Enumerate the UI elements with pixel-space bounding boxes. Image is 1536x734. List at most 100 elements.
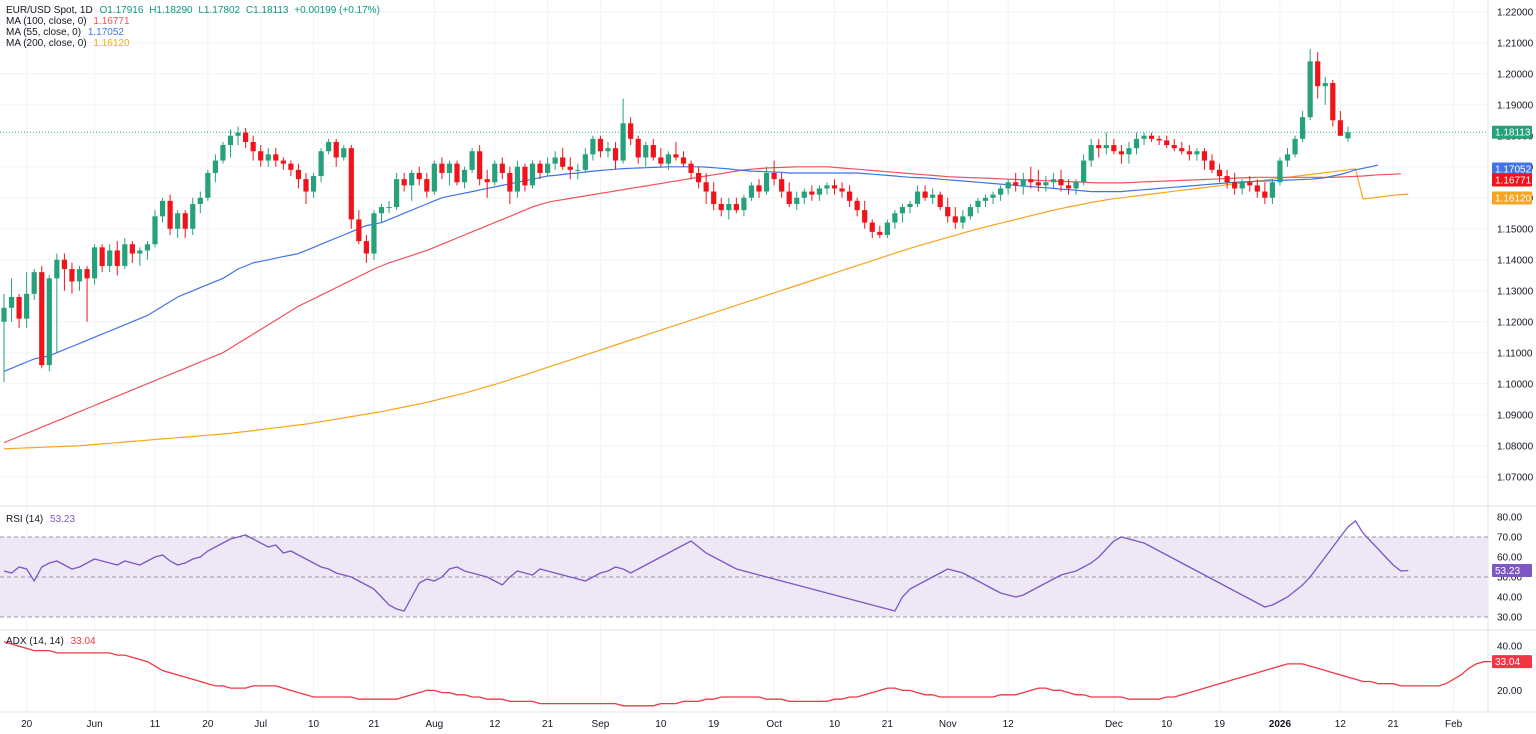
candle-body xyxy=(1247,182,1253,186)
candle xyxy=(182,210,188,239)
candle xyxy=(152,210,158,248)
candle xyxy=(1186,145,1192,161)
candle-body xyxy=(794,197,800,204)
candle xyxy=(250,135,256,161)
candle-body xyxy=(92,247,98,279)
symbol-label[interactable]: EUR/USD Spot, 1D xyxy=(6,5,93,16)
ma100-tag: 1.16771 xyxy=(1495,176,1532,187)
time-axis-label: 20 xyxy=(202,719,214,730)
candle-body xyxy=(748,185,755,198)
ma200-legend[interactable]: MA (200, close, 0) 1.16120 xyxy=(6,38,130,50)
candle-body xyxy=(1050,179,1057,183)
candle xyxy=(1111,138,1117,155)
candle-body xyxy=(235,132,241,136)
candle xyxy=(258,145,264,167)
candle-body xyxy=(922,191,928,198)
time-axis-label: Jul xyxy=(254,719,267,730)
candle-body xyxy=(424,179,430,192)
candle xyxy=(265,148,271,167)
rsi-axis-label: 60.00 xyxy=(1497,553,1522,564)
candle xyxy=(665,151,671,170)
candle xyxy=(1088,138,1094,167)
candle-body xyxy=(137,250,143,254)
candle xyxy=(605,141,611,158)
time-axis-label: 21 xyxy=(882,719,894,730)
candle xyxy=(84,265,90,322)
candle-body xyxy=(884,222,890,235)
candle xyxy=(295,163,302,189)
time-axis-label: Jun xyxy=(87,719,103,730)
candle-body xyxy=(197,197,203,204)
candle-body xyxy=(1103,145,1109,149)
adx-axis-label: 20.00 xyxy=(1497,686,1522,697)
candle xyxy=(650,138,656,161)
ma55-legend[interactable]: MA (55, close, 0) 1.17052 xyxy=(6,27,124,39)
candle-body xyxy=(937,194,943,208)
candle-body xyxy=(1020,179,1026,186)
time-axis-label: 10 xyxy=(308,719,320,730)
rsi-value: 53.23 xyxy=(50,514,76,525)
candle-body xyxy=(892,213,898,223)
candle-body xyxy=(159,200,166,217)
candle-body xyxy=(175,213,181,229)
ma55-tag-bg xyxy=(1492,162,1532,176)
candle-body xyxy=(386,207,392,209)
candle xyxy=(1141,132,1147,146)
candle xyxy=(560,148,566,170)
ma200-tag: 1.16120 xyxy=(1495,194,1532,205)
candle-body xyxy=(371,213,377,254)
candle-body xyxy=(227,135,234,146)
candle xyxy=(1315,52,1321,99)
rsi-axis-label: 70.00 xyxy=(1497,533,1522,544)
candle xyxy=(930,188,936,204)
candle xyxy=(794,191,800,211)
candle-body xyxy=(816,188,822,195)
price-axis-label: 1.08000 xyxy=(1497,441,1534,452)
candle xyxy=(507,166,513,204)
candle-body xyxy=(824,185,830,189)
candle xyxy=(1149,132,1155,142)
candle-body xyxy=(205,172,211,198)
candle-body xyxy=(1254,185,1260,192)
candle xyxy=(786,182,792,208)
candle xyxy=(643,141,649,167)
candle-body xyxy=(990,194,996,198)
candle xyxy=(522,163,528,192)
candle-body xyxy=(658,157,664,164)
candle-body xyxy=(39,272,45,366)
adx-legend[interactable]: ADX (14, 14) 33.04 xyxy=(6,636,96,648)
candle xyxy=(1156,135,1162,146)
adx-tag: 33.04 xyxy=(1495,657,1520,668)
candle-body xyxy=(537,163,543,173)
time-axis-label: 21 xyxy=(368,719,380,730)
candle xyxy=(1216,163,1223,183)
rsi-tag: 53.23 xyxy=(1495,566,1520,577)
candle xyxy=(114,241,120,276)
candle xyxy=(1232,172,1238,195)
candle-body xyxy=(454,163,460,183)
candle xyxy=(854,197,860,217)
candle xyxy=(310,172,317,198)
rsi-legend[interactable]: RSI (14) 53.23 xyxy=(6,514,75,526)
last-price-tag: 1.18113 xyxy=(1495,128,1531,139)
ma100-legend[interactable]: MA (100, close, 0) 1.16771 xyxy=(6,16,130,28)
candle xyxy=(1020,172,1026,195)
candle xyxy=(703,172,709,204)
price-axis-label: 1.11000 xyxy=(1497,348,1533,359)
candle-body xyxy=(378,207,385,214)
rsi-axis-label: 50.00 xyxy=(1497,573,1522,584)
candle xyxy=(763,166,770,195)
candle-body xyxy=(1088,145,1094,161)
rsi-tag-bg xyxy=(1492,564,1532,578)
time-axis-label: Oct xyxy=(766,719,782,730)
candle xyxy=(575,163,581,180)
time-axis-label: 10 xyxy=(1161,719,1173,730)
candle xyxy=(771,160,777,186)
candle-body xyxy=(122,244,128,266)
candle xyxy=(235,126,241,146)
candle-body xyxy=(326,141,332,152)
candle xyxy=(39,265,45,369)
candle-body xyxy=(152,216,158,245)
candle xyxy=(454,160,460,186)
